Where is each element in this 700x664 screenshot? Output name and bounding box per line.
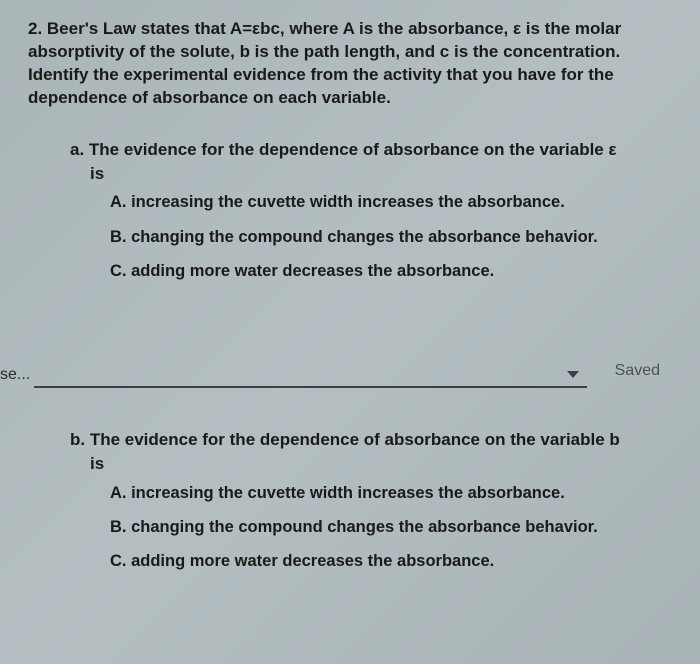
part-b-choice-C: C. adding more water decreases the absor… <box>110 550 660 572</box>
part-a-prompt-line1: a. The evidence for the dependence of ab… <box>70 140 617 159</box>
part-b-choice-B: B. changing the compound changes the abs… <box>110 516 660 538</box>
part-b-prompt: b. The evidence for the dependence of ab… <box>0 428 680 476</box>
answer-dropdown-row: se... Saved <box>0 362 680 388</box>
part-a-choices: A. increasing the cuvette width increase… <box>0 191 680 282</box>
part-b: b. The evidence for the dependence of ab… <box>0 428 680 572</box>
part-b-choices: A. increasing the cuvette width increase… <box>0 482 680 573</box>
dropdown-label-fragment: se... <box>0 366 34 388</box>
part-a-prompt-line2: is <box>70 162 660 186</box>
question-stem: 2. Beer's Law states that A=εbc, where A… <box>0 18 680 110</box>
part-b-choice-A: A. increasing the cuvette width increase… <box>110 482 660 504</box>
chevron-down-icon <box>567 371 579 378</box>
dropdown-wrap: se... <box>0 362 587 388</box>
part-b-prompt-line2: is <box>70 452 660 476</box>
answer-dropdown[interactable] <box>34 362 586 388</box>
part-a-choice-C: C. adding more water decreases the absor… <box>110 260 660 282</box>
part-a-prompt: a. The evidence for the dependence of ab… <box>0 138 680 186</box>
part-a: a. The evidence for the dependence of ab… <box>0 138 680 282</box>
saved-status: Saved <box>587 362 660 388</box>
part-a-choice-B: B. changing the compound changes the abs… <box>110 226 660 248</box>
part-a-choice-A: A. increasing the cuvette width increase… <box>110 191 660 213</box>
part-b-prompt-line1: b. The evidence for the dependence of ab… <box>70 430 620 449</box>
